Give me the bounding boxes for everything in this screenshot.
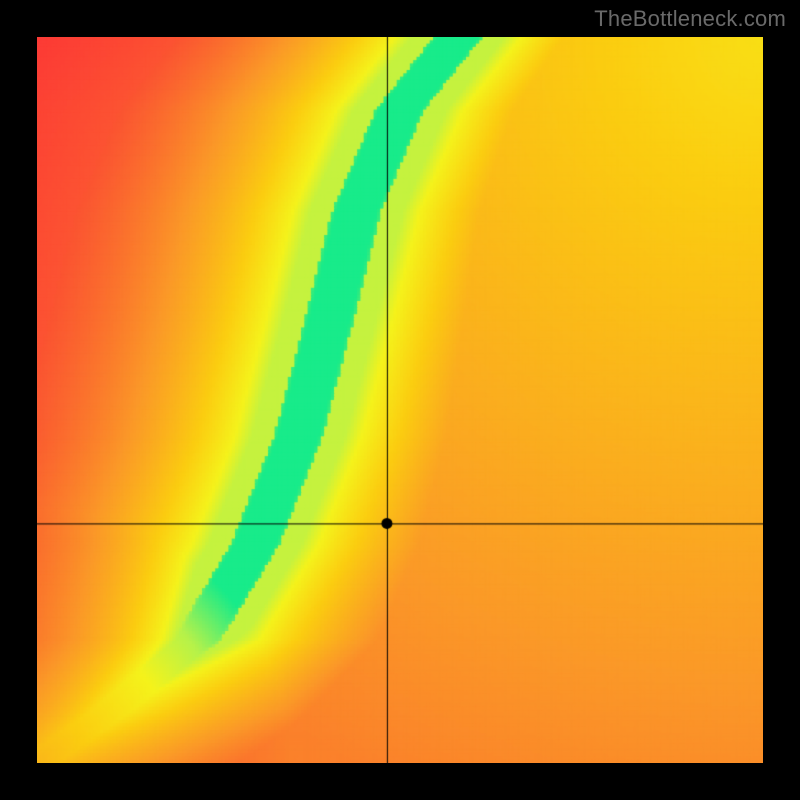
chart-container: TheBottleneck.com [0,0,800,800]
heatmap-plot [37,37,763,763]
watermark-text: TheBottleneck.com [594,6,786,32]
